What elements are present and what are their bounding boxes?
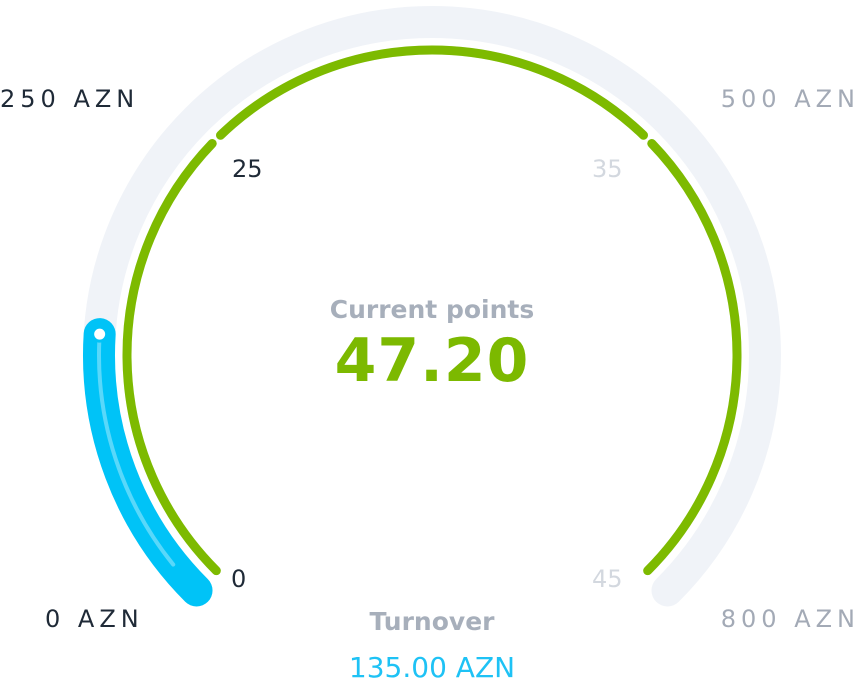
turnover-caption: Turnover [369, 607, 495, 636]
points-scale-label-max: 45 [592, 565, 623, 593]
points-progress-segment-3 [643, 139, 742, 576]
turnover-scale-label-min: 0 AZN [45, 605, 144, 633]
points-scale-label-25: 25 [232, 155, 263, 183]
points-progress-segment-1 [122, 139, 221, 576]
turnover-scale-label-250: 250 AZN [0, 85, 140, 113]
points-progress-segment-2 [216, 45, 648, 140]
turnover-progress-knob [91, 325, 109, 343]
turnover-scale-label-max: 800 AZN [720, 605, 860, 633]
current-points-caption: Current points [329, 295, 535, 324]
turnover-progress-highlight [96, 337, 176, 567]
turnover-progress [83, 318, 213, 607]
turnover-value: 135.00 AZN [348, 651, 516, 684]
current-points-value: 47.20 [334, 326, 530, 396]
turnover-scale-label-500: 500 AZN [720, 85, 860, 113]
points-scale-label-min: 0 [231, 565, 247, 593]
points-scale-label-35: 35 [592, 155, 623, 183]
